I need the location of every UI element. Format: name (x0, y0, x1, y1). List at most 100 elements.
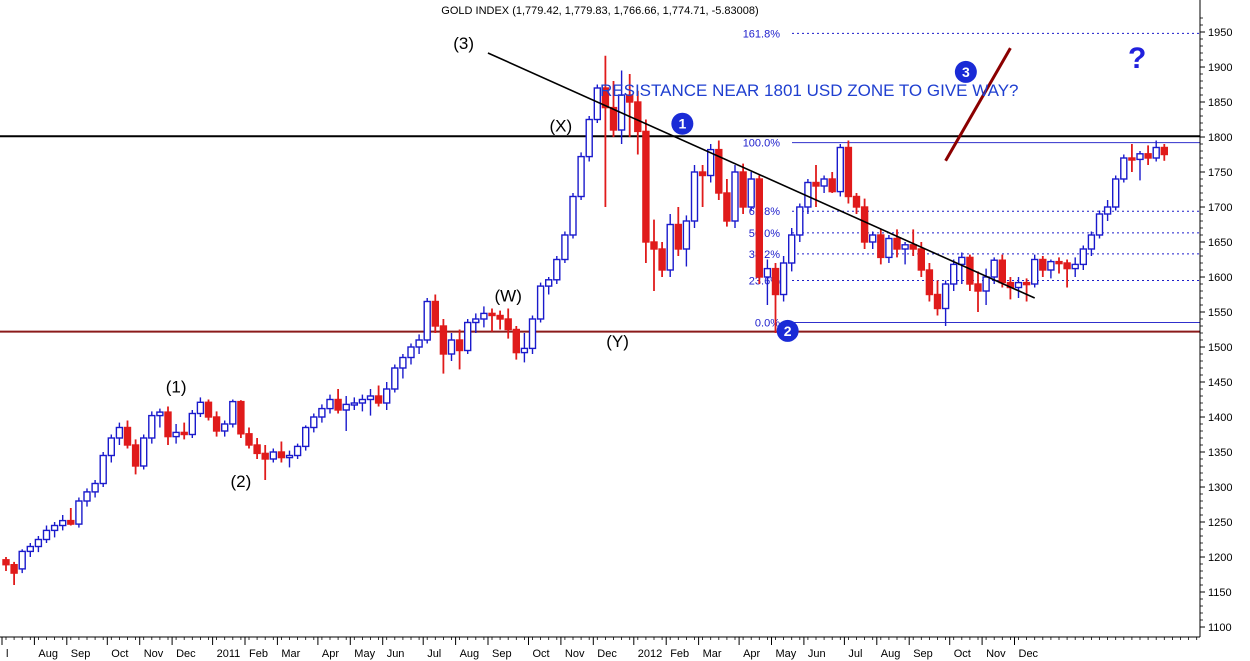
candle-body (941, 283, 950, 310)
candle-body (650, 241, 658, 250)
y-tick-label: 1450 (1208, 377, 1232, 389)
y-tick-label: 1750 (1208, 167, 1232, 179)
candle-body (634, 101, 642, 133)
candle-body (828, 178, 836, 193)
candle-body (536, 285, 545, 320)
candle-body (310, 416, 318, 429)
x-tick-label: Dec (176, 648, 196, 660)
candle-body (836, 146, 844, 193)
candle-body (925, 269, 934, 296)
x-tick-label: Dec (597, 648, 617, 660)
candle-body (585, 118, 593, 158)
candle-body (852, 195, 861, 208)
candle-body (237, 400, 245, 435)
candle-body (601, 87, 610, 109)
candle-body (407, 346, 415, 359)
candle-body (358, 398, 367, 404)
y-tick-label: 1650 (1208, 237, 1232, 249)
candle-body (1103, 206, 1112, 215)
candle-body (431, 300, 439, 327)
candle-body (504, 318, 512, 331)
candle-body (131, 444, 140, 467)
candle-body (796, 206, 804, 236)
question-mark: ? (1128, 42, 1146, 75)
x-tick-label: May (354, 648, 375, 660)
candle-body (731, 171, 739, 222)
candle-body (34, 538, 43, 548)
candle-body (844, 146, 853, 198)
x-tick-label: Nov (986, 648, 1006, 660)
wave-labels: (1) (2) (3) (W) (X) (Y) 1 2 3 (166, 34, 977, 491)
trend-lines (487, 47, 1036, 299)
candle-body (642, 130, 650, 243)
candle-body (342, 403, 350, 411)
y-tick-label: 1350 (1208, 447, 1232, 459)
y-tick-label: 1600 (1208, 272, 1232, 284)
candle-body (326, 398, 334, 410)
candle-body (1136, 153, 1144, 161)
y-tick-label: 1700 (1208, 202, 1232, 214)
candle-body (877, 234, 885, 259)
candle-body (1160, 146, 1169, 156)
candle-body (464, 321, 472, 352)
candle-body (1087, 234, 1096, 250)
candle-body (293, 445, 302, 457)
candle-body (577, 155, 585, 198)
candle-body (1128, 157, 1136, 161)
wave-marker-number: 3 (962, 64, 970, 80)
candle-body (75, 500, 83, 525)
candle-body (480, 312, 488, 320)
candle-body (399, 356, 407, 369)
x-tick-label: Oct (533, 648, 550, 660)
candle-body (180, 431, 188, 436)
y-tick-label: 1900 (1208, 62, 1232, 74)
candle-body (982, 276, 990, 292)
candle-body (1055, 260, 1063, 265)
candle-body (569, 195, 577, 236)
y-tick-label: 1250 (1208, 517, 1232, 529)
candle-body (91, 482, 99, 493)
candle-body (164, 411, 172, 438)
candle-body (788, 234, 796, 264)
candle-body (747, 178, 755, 208)
candle-body (447, 339, 456, 355)
candle-body (261, 452, 269, 460)
candle-body (50, 524, 59, 532)
candle-body (172, 431, 180, 438)
headline-annotation: RESISTANCE NEAR 1801 USD ZONE TO GIVE WA… (600, 81, 1019, 100)
fib-label: 0.0% (755, 318, 780, 330)
y-tick-label: 1400 (1208, 412, 1232, 424)
candle-body (698, 171, 707, 177)
candle-body (674, 223, 682, 250)
x-tick-label: Jun (808, 648, 826, 660)
candle-body (229, 400, 237, 425)
wave-marker-circle (776, 319, 799, 342)
candle-body (455, 339, 464, 352)
candle-body (763, 267, 772, 278)
candle-body (302, 426, 310, 448)
candle-body (383, 388, 391, 404)
candle-body (220, 423, 229, 432)
candle-body (1152, 146, 1160, 159)
candle-body (488, 312, 496, 317)
candle-body (626, 94, 634, 103)
x-tick-label: Oct (111, 648, 128, 660)
wave-marker-number: 2 (784, 323, 792, 339)
candle-body (869, 234, 877, 243)
x-tick-label: Aug (38, 648, 58, 660)
wave-label: (X) (550, 116, 573, 135)
candle-body (885, 237, 893, 259)
candle-body (715, 148, 723, 194)
projection-line (944, 47, 1012, 162)
candle-body (67, 519, 75, 525)
candle-body (115, 426, 124, 439)
candle-body (188, 412, 197, 436)
candle-body (1022, 281, 1031, 286)
candle-body (755, 178, 763, 278)
candle-body (285, 454, 294, 459)
candle-body (658, 248, 666, 271)
y-tick-label: 1850 (1208, 97, 1232, 109)
candle-body (366, 395, 375, 401)
